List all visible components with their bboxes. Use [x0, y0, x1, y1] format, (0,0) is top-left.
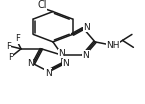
Text: F: F	[8, 53, 13, 62]
Text: N: N	[27, 59, 33, 68]
Text: N: N	[63, 59, 69, 68]
Text: NH: NH	[106, 41, 120, 50]
Text: N: N	[83, 23, 90, 32]
Text: Cl: Cl	[37, 0, 47, 10]
Text: N: N	[58, 49, 65, 58]
Text: F: F	[6, 42, 11, 51]
Text: N: N	[45, 69, 51, 78]
Text: F: F	[15, 34, 20, 43]
Text: N: N	[83, 51, 89, 60]
